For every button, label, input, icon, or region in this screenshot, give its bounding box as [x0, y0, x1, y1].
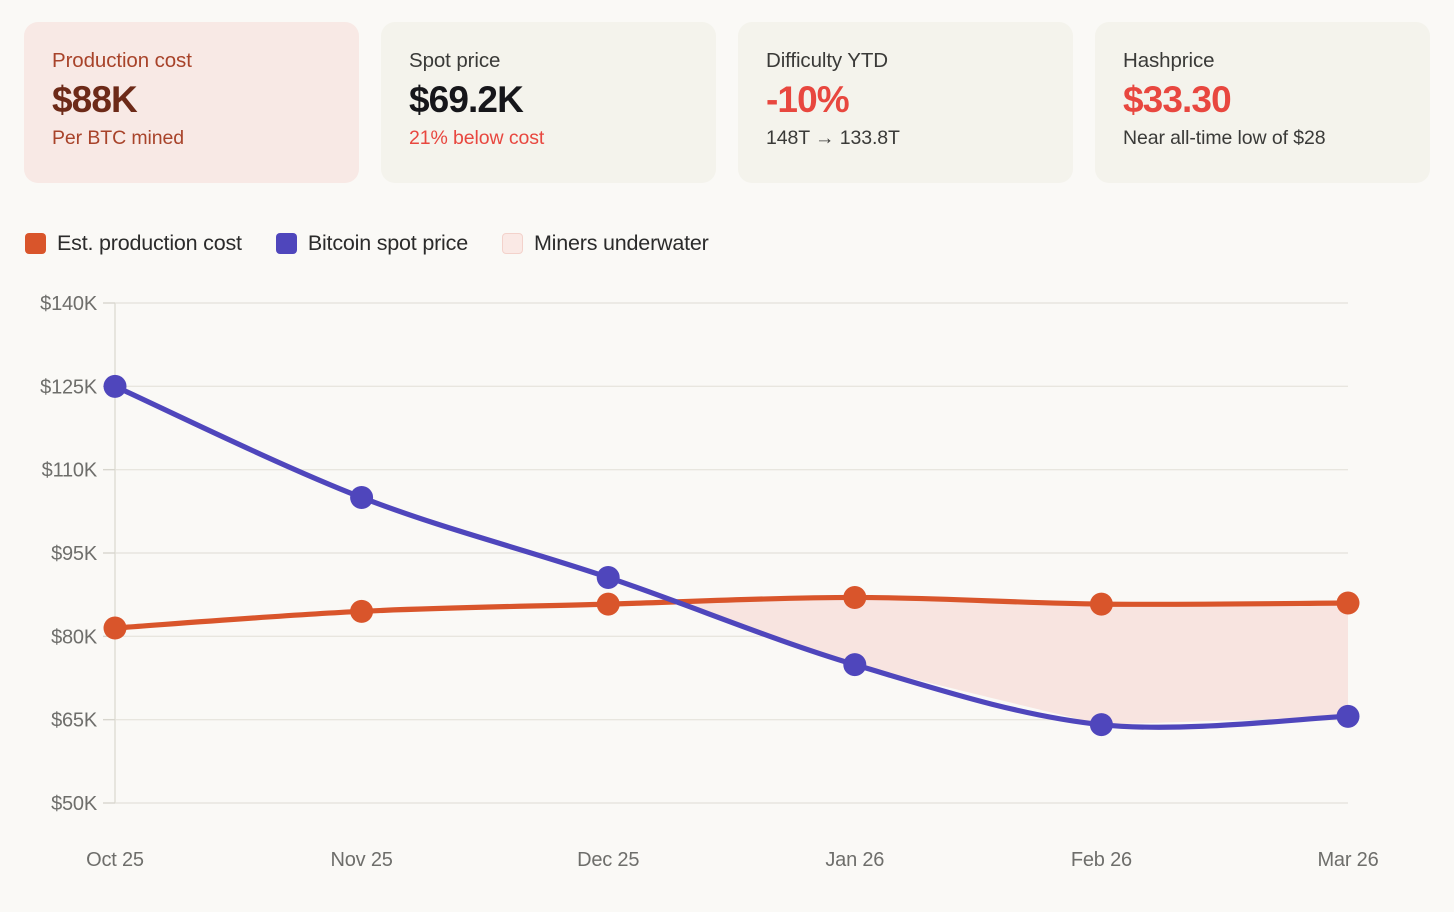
legend-item-label: Est. production cost — [57, 231, 242, 255]
x-tick-label: Dec 25 — [577, 849, 639, 871]
y-tick-label: $140K — [40, 293, 98, 315]
kpi-card-production-cost[interactable]: Production cost $88K Per BTC mined — [24, 22, 359, 183]
kpi-card-subtext: Per BTC mined — [52, 127, 184, 149]
y-tick-label: $80K — [51, 626, 98, 648]
kpi-card-value: $88K — [52, 79, 138, 120]
data-point-spot-price-4[interactable] — [1089, 713, 1113, 737]
kpi-card-subtext: Near all-time low of $28 — [1123, 127, 1326, 149]
line-chart[interactable]: $140K $125K $110K $95K $80K $65K $50K Oct 25 No… — [0, 283, 1454, 893]
data-point-spot-price-5[interactable] — [1336, 704, 1360, 728]
chart-x-tick-labels: Oct 25 Nov 25 Dec 25 Jan 26 Feb 26 Mar 26 — [86, 849, 1379, 871]
legend-item-spot-price[interactable]: Bitcoin spot price — [275, 231, 468, 256]
square-swatch-outline-icon — [501, 233, 523, 254]
x-tick-label: Nov 25 — [331, 849, 393, 871]
kpi-card-label: Spot price — [409, 49, 501, 72]
kpi-card-difficulty-ytd[interactable]: Difficulty YTD -10% 148T → 133.8T — [738, 22, 1073, 183]
x-tick-label: Jan 26 — [825, 849, 884, 871]
data-point-production-cost-1[interactable] — [350, 599, 374, 623]
x-tick-label: Feb 26 — [1071, 849, 1132, 871]
y-tick-label: $50K — [51, 793, 98, 815]
data-point-production-cost-4[interactable] — [1089, 592, 1113, 616]
legend-item-production-cost[interactable]: Est. production cost — [25, 231, 242, 256]
series-line-production-cost — [112, 594, 1351, 631]
square-swatch-icon — [275, 233, 297, 254]
y-tick-label: $95K — [51, 543, 98, 565]
kpi-card-value: $69.2K — [409, 79, 524, 120]
data-point-production-cost-2[interactable] — [596, 592, 620, 616]
x-tick-label: Mar 26 — [1317, 849, 1378, 871]
kpi-card-label: Difficulty YTD — [766, 49, 889, 72]
chart-container: $140K $125K $110K $95K $80K $65K $50K Oct 25 No… — [0, 283, 1454, 893]
legend-item-label: Miners underwater — [533, 231, 709, 255]
x-tick-label: Oct 25 — [86, 849, 144, 871]
chart-data-point-markers[interactable] — [103, 374, 1360, 737]
kpi-card-subtext: 21% below cost — [409, 127, 545, 149]
shaded-area-miners-underwater — [678, 597, 1348, 725]
data-point-spot-price-2[interactable] — [596, 565, 620, 589]
kpi-card-subtext: 148T → 133.8T — [766, 127, 900, 149]
series-line-spot-price — [112, 383, 1351, 730]
chart-gridlines — [115, 302, 1348, 804]
data-point-spot-price-0[interactable] — [103, 374, 127, 398]
legend-item-label: Bitcoin spot price — [307, 231, 468, 255]
chart-legend: Est. production cost Bitcoin spot price … — [25, 231, 709, 256]
y-tick-label: $110K — [42, 460, 98, 482]
data-point-production-cost-5[interactable] — [1336, 591, 1360, 615]
kpi-card-row: Production cost $88K Per BTC mined Spot … — [24, 22, 1430, 183]
kpi-card-label: Production cost — [52, 49, 192, 72]
kpi-card-value: $33.30 — [1123, 79, 1232, 120]
kpi-card-value: -10% — [766, 79, 850, 120]
y-tick-label: $65K — [51, 710, 98, 732]
chart-series-lines — [112, 383, 1351, 730]
legend-item-miners-underwater[interactable]: Miners underwater — [501, 231, 709, 256]
chart-y-tick-labels: $140K $125K $110K $95K $80K $65K $50K — [40, 293, 115, 815]
y-tick-label: $125K — [40, 376, 98, 398]
kpi-card-spot-price[interactable]: Spot price $69.2K 21% below cost — [381, 22, 716, 183]
data-point-spot-price-1[interactable] — [350, 485, 374, 509]
square-swatch-icon — [25, 233, 46, 254]
chart-shaded-band-miners-underwater — [678, 597, 1348, 725]
kpi-card-label: Hashprice — [1123, 49, 1215, 72]
data-point-production-cost-0[interactable] — [103, 616, 127, 640]
data-point-spot-price-3[interactable] — [843, 653, 867, 677]
kpi-card-hashprice[interactable]: Hashprice $33.30 Near all-time low of $2… — [1095, 22, 1430, 183]
data-point-production-cost-3[interactable] — [843, 585, 867, 609]
